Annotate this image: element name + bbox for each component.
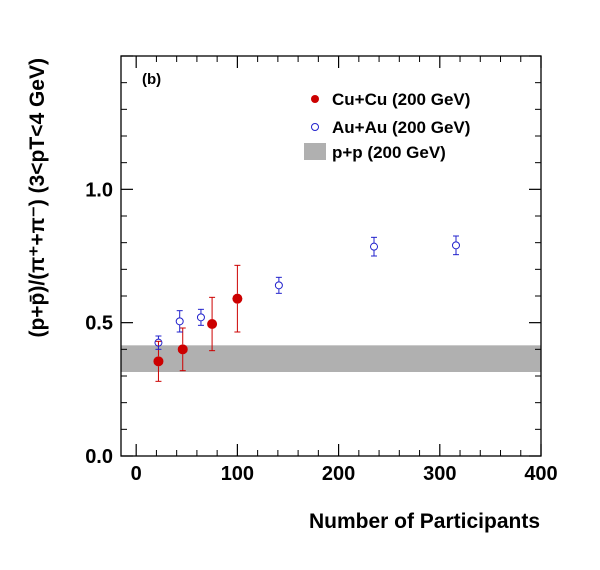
data-points [153, 235, 460, 382]
marker [153, 356, 164, 367]
marker [177, 344, 188, 355]
marker [154, 338, 163, 347]
legend: Cu+Cu (200 GeV) Au+Au (200 GeV) p+p (200… [304, 90, 470, 162]
x-tick-label: 300 [423, 463, 456, 485]
legend-marker-auau [311, 123, 319, 131]
auau-point [196, 308, 205, 326]
marker [232, 293, 243, 304]
marker [370, 242, 379, 251]
x-tick-label: 100 [221, 463, 254, 485]
auau-point [451, 235, 460, 256]
x-tick-label: 400 [524, 463, 557, 485]
marker [207, 319, 218, 329]
auau-point [274, 276, 283, 294]
x-tick-label: 200 [322, 463, 355, 485]
plot-frame [120, 55, 542, 457]
legend-label-auau: Au+Au (200 GeV) [332, 118, 470, 137]
auau-point [154, 335, 163, 350]
cucu-point [177, 327, 188, 372]
axis-ticks [121, 55, 542, 457]
pp-band-layer [121, 345, 541, 372]
cucu-point [232, 264, 243, 333]
auau-point [370, 236, 379, 257]
x-axis-title: Number of Participants [309, 510, 540, 533]
legend-label-cucu: Cu+Cu (200 GeV) [332, 90, 470, 109]
marker [196, 313, 205, 322]
axis-tick-labels: 0 100 200 300 400 0.0 0.5 1.0 [85, 179, 558, 485]
marker [175, 317, 184, 326]
y-tick-label: 0.0 [85, 446, 113, 468]
pp-band [121, 345, 541, 372]
panel-label: (b) [142, 71, 161, 88]
y-tick-label: 1.0 [85, 179, 113, 201]
marker [274, 281, 283, 290]
legend-marker-pp [304, 143, 326, 160]
legend-label-pp: p+p (200 GeV) [332, 143, 446, 162]
x-tick-label: 0 [131, 463, 142, 485]
auau-point [175, 310, 184, 333]
marker [451, 241, 460, 250]
cucu-point [153, 340, 164, 382]
legend-marker-cucu [311, 95, 319, 103]
y-axis-title: (p+p̄)/(π⁺+π⁻) (3<pT<4 GeV) [26, 58, 49, 338]
cucu-point [207, 296, 218, 352]
y-tick-label: 0.5 [85, 313, 113, 335]
